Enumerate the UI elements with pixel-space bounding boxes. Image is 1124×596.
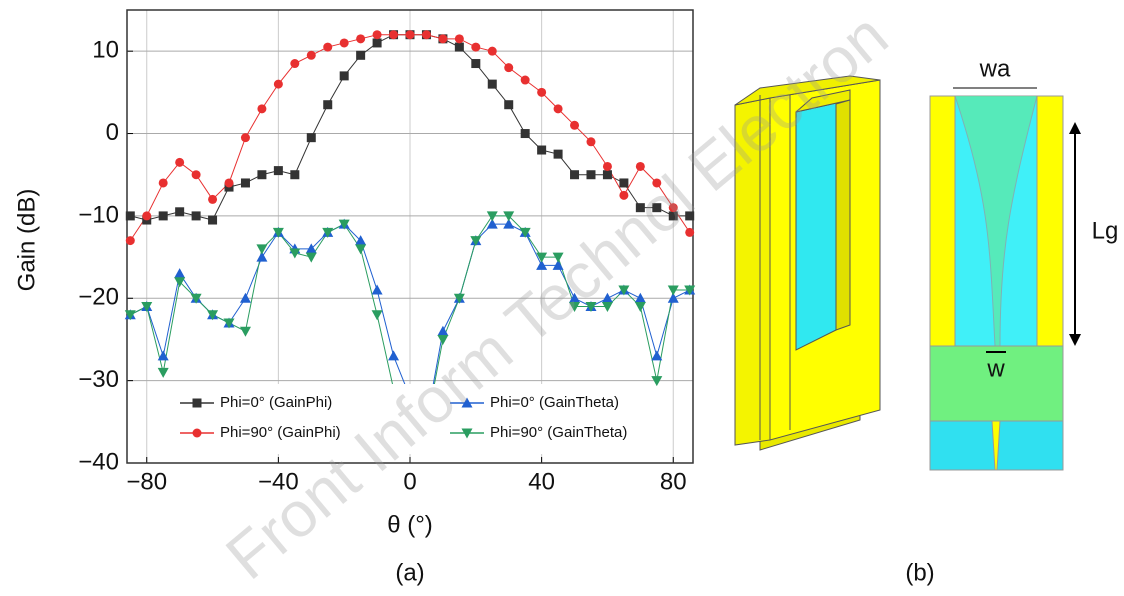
marker: [142, 211, 151, 220]
marker: [356, 34, 365, 43]
marker: [373, 30, 382, 39]
legend-label: Phi=90° (GainTheta): [490, 424, 627, 441]
marker: [175, 207, 184, 216]
marker: [570, 121, 579, 130]
legend-marker: [193, 399, 202, 408]
marker: [208, 216, 217, 225]
marker: [389, 30, 398, 39]
x-tick-label: −80: [126, 468, 167, 495]
marker: [586, 170, 595, 179]
marker: [521, 76, 530, 85]
marker: [208, 195, 217, 204]
marker: [340, 38, 349, 47]
marker: [455, 34, 464, 43]
marker: [455, 43, 464, 52]
caption: (a): [395, 559, 424, 586]
marker: [471, 59, 480, 68]
marker: [554, 150, 563, 159]
marker: [307, 133, 316, 142]
marker: [488, 47, 497, 56]
marker: [521, 129, 530, 138]
marker: [274, 80, 283, 89]
marker: [537, 88, 546, 97]
x-tick-label: 80: [660, 468, 687, 495]
marker: [422, 30, 431, 39]
marker: [257, 104, 266, 113]
marker: [175, 158, 184, 167]
marker: [537, 146, 546, 155]
marker: [126, 211, 135, 220]
marker: [159, 211, 168, 220]
marker: [504, 100, 513, 109]
marker: [373, 38, 382, 47]
y-tick-label: −40: [78, 448, 119, 475]
legend-marker: [193, 429, 202, 438]
legend-label: Phi=0° (GainPhi): [220, 394, 332, 411]
dimension-label: Lg: [1092, 217, 1119, 244]
marker: [471, 43, 480, 52]
caption: (b): [905, 559, 934, 586]
marker: [192, 211, 201, 220]
marker: [241, 133, 250, 142]
marker: [554, 104, 563, 113]
legend-label: Phi=0° (GainTheta): [490, 394, 619, 411]
marker: [241, 178, 250, 187]
dimension-label: w: [986, 355, 1005, 382]
marker: [290, 59, 299, 68]
x-axis-label: θ (°): [387, 511, 433, 538]
marker: [159, 178, 168, 187]
y-tick-label: −10: [78, 201, 119, 228]
y-tick-label: −30: [78, 366, 119, 393]
marker: [438, 34, 447, 43]
marker: [586, 137, 595, 146]
dimension-label: wa: [979, 55, 1011, 82]
marker: [488, 80, 497, 89]
marker: [323, 43, 332, 52]
y-tick-label: 0: [106, 119, 119, 146]
y-axis-label: Gain (dB): [13, 189, 40, 292]
marker: [603, 162, 612, 171]
legend-label: Phi=90° (GainPhi): [220, 424, 341, 441]
marker: [126, 236, 135, 245]
marker: [307, 51, 316, 60]
marker: [340, 71, 349, 80]
marker: [323, 100, 332, 109]
marker: [225, 178, 234, 187]
marker: [619, 178, 628, 187]
marker: [192, 170, 201, 179]
x-tick-label: 0: [403, 468, 416, 495]
marker: [504, 63, 513, 72]
marker: [603, 170, 612, 179]
antenna-2d: [930, 88, 1081, 470]
marker: [636, 162, 645, 171]
x-tick-label: 40: [528, 468, 555, 495]
marker: [257, 170, 266, 179]
marker: [274, 166, 283, 175]
marker: [406, 30, 415, 39]
marker: [290, 170, 299, 179]
marker: [356, 51, 365, 60]
marker: [570, 170, 579, 179]
y-tick-label: 10: [92, 37, 119, 64]
figure: −80−4004080−40−30−20−10010Phi=0° (GainPh…: [0, 0, 1124, 591]
y-tick-label: −20: [78, 284, 119, 311]
